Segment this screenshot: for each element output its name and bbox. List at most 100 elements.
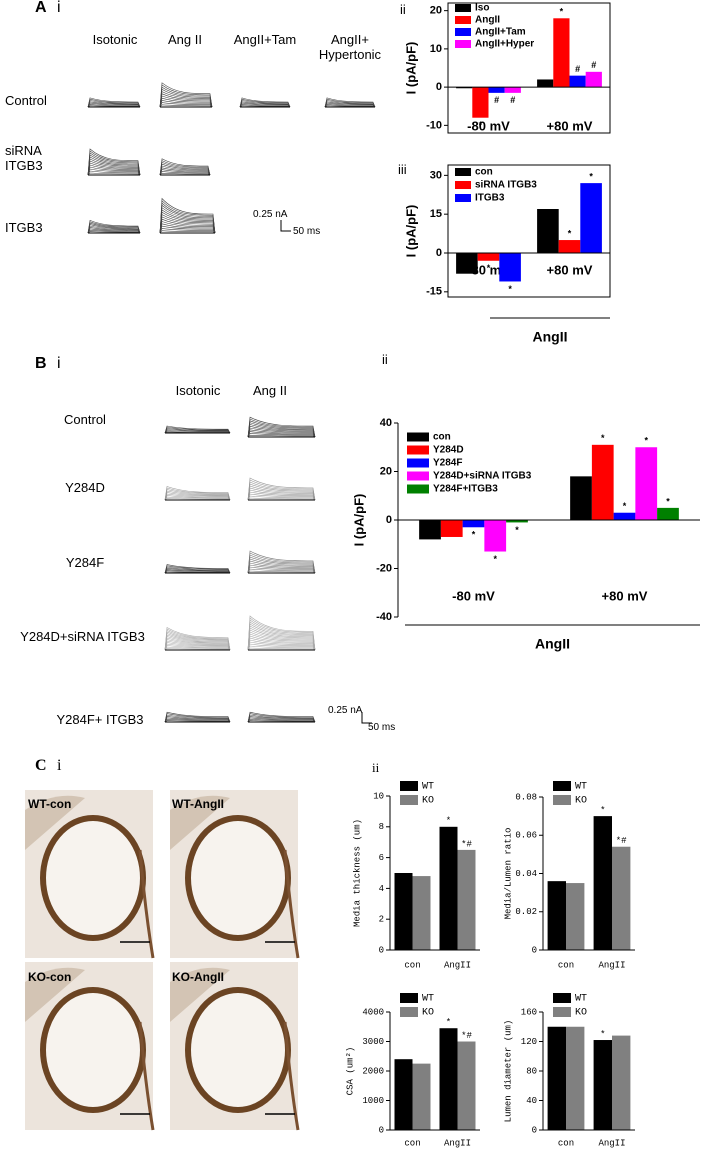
trace [87,170,141,176]
y-axis-label: Lumen diameter (um) [503,1020,513,1123]
trace [247,552,316,574]
trace [247,491,316,501]
trace [87,228,141,234]
trace [87,225,141,234]
trace [164,425,231,434]
trace [159,197,216,234]
trace [239,104,291,108]
bar [593,1040,612,1130]
y-tick-label: 8 [379,822,384,832]
trace [87,100,141,108]
y-axis-label: CSA (um²) [345,1047,355,1096]
bar [440,520,463,537]
trace [159,167,211,176]
significance-mark: * [644,436,648,446]
trace [247,621,316,651]
plot-frame [447,2,611,134]
bar [547,1026,566,1130]
trace [87,105,141,108]
bar [612,846,631,950]
vessel-branch [283,1021,300,1131]
y-tick-label: 0 [532,1125,537,1135]
trace [247,641,316,651]
bar [477,253,500,261]
trace [239,100,291,108]
scale-current: 0.25 nA [328,705,363,716]
trace [247,416,316,438]
legend-label: Y284F+ITGB3 [433,484,498,495]
image-label: WT-AngII [172,797,224,811]
trace [159,221,216,234]
trace [164,493,231,501]
significance-mark: * [623,501,627,511]
trace [247,645,316,651]
trace [164,428,231,434]
legend-label: KO [422,796,434,807]
trace [247,617,316,651]
vessel-wall [40,987,146,1113]
significance-mark: * [493,554,497,564]
trace [164,490,231,501]
significance-mark: * [560,7,564,17]
trace [247,562,316,574]
trace [239,97,291,108]
trace [247,639,316,651]
trace [164,486,231,501]
trace [164,720,231,723]
trace [247,431,316,438]
trace [164,718,231,723]
significance-mark: # [575,64,580,74]
legend-swatch [407,484,429,494]
y-axis-label: I (pA/pF) [351,494,366,547]
trace [247,717,316,723]
significance-mark: * [589,171,593,181]
trace [247,433,316,438]
y-tick-label: 0.02 [515,907,537,917]
trace [164,627,231,651]
trace [164,566,231,574]
legend-swatch [553,781,571,791]
trace [87,229,141,234]
legend-swatch [455,28,471,36]
bar [412,1063,431,1130]
image-label: KO-con [28,970,72,984]
column-label: Isotonic [175,383,221,398]
legend-label: WT [422,782,434,793]
trace [87,97,141,108]
y-tick-label: -10 [426,119,442,131]
trace [324,97,376,108]
row-label: Y284F [65,555,105,570]
trace [247,570,316,574]
significance-mark: # [510,95,515,105]
x-tick-label: con [404,960,420,970]
trace [247,487,316,501]
x-tick-label: -80 mV [452,588,495,603]
trace [164,430,231,434]
y-tick-label: 0 [436,81,442,93]
trace [247,647,316,651]
y-tick-label: 6 [379,853,384,863]
trace [247,477,316,501]
trace [164,429,231,434]
image-label: KO-AngII [172,970,224,984]
trace [247,713,316,723]
legend-swatch [407,432,429,442]
y-tick-label: 0 [379,945,384,955]
legend-swatch [455,194,471,202]
panel-sub: i [57,355,61,372]
bar [456,87,473,89]
trace [87,101,141,108]
legend-swatch [455,181,471,189]
trace [159,82,213,108]
row-label: Control [64,412,106,427]
row-label: siRNA ITGB3 [5,143,43,173]
x-tick-label: +80 mV [602,588,648,603]
legend-label: KO [422,1008,434,1019]
panel-sub: i [57,0,61,16]
legend-label: Y284F [433,458,462,469]
trace [239,98,291,108]
trace [164,642,231,651]
y-tick-label: 4 [379,884,384,894]
